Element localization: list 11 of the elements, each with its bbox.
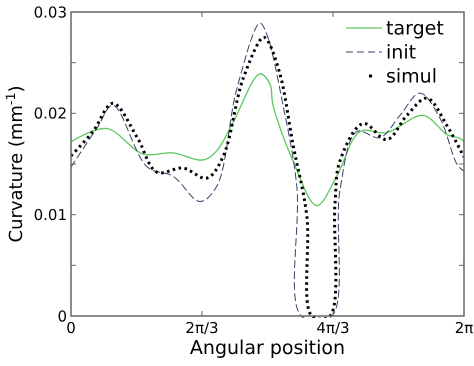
x-tick-label: 4π/3 xyxy=(316,319,350,337)
y-tick-label: 0.01 xyxy=(34,206,67,224)
legend-label: simul xyxy=(386,66,438,88)
x-tick-label: 2π/3 xyxy=(185,319,219,337)
y-tick-label: 0 xyxy=(57,307,67,326)
y-tick-label: 0.03 xyxy=(34,3,67,22)
x-axis-title: Angular position xyxy=(190,337,346,359)
legend-label: target xyxy=(386,18,444,40)
y-tick-label: 0.02 xyxy=(34,104,67,123)
x-tick-label: 2π xyxy=(454,319,474,337)
legend-label: init xyxy=(386,42,416,64)
